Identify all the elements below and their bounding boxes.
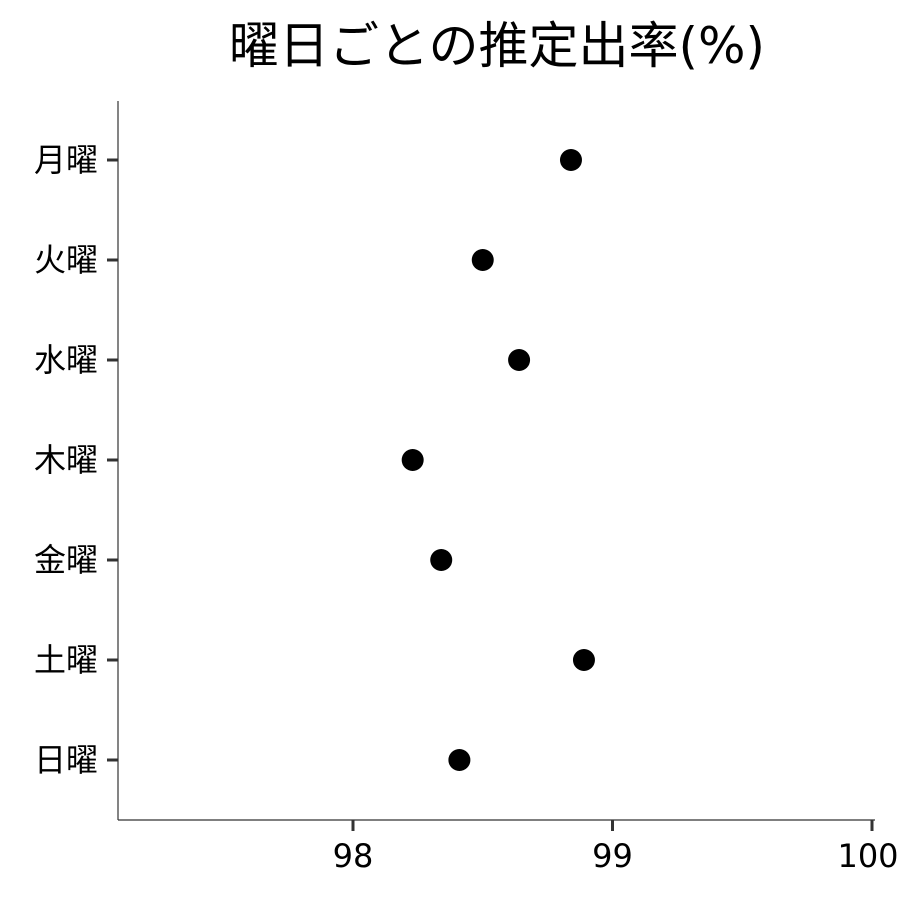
data-points	[401, 149, 595, 771]
data-point	[401, 449, 424, 471]
data-point	[559, 149, 582, 171]
data-point	[508, 349, 531, 371]
x-tick-label: 98	[333, 837, 374, 875]
y-tick-label: 金曜	[34, 541, 98, 579]
x-axis-ticks: 98 99 100	[333, 820, 899, 875]
y-tick-label: 火曜	[34, 241, 98, 279]
data-point	[471, 249, 494, 271]
y-tick-label: 木曜	[34, 441, 98, 479]
y-tick-label: 土曜	[34, 641, 98, 679]
chart-title: 曜日ごとの推定出率(%)	[229, 17, 765, 75]
y-tick-label: 月曜	[34, 141, 98, 179]
y-tick-label: 日曜	[34, 741, 98, 779]
data-point	[448, 749, 471, 771]
data-point	[572, 649, 595, 671]
x-tick-label: 99	[592, 837, 633, 875]
data-point	[430, 549, 453, 571]
x-tick-label: 100	[837, 837, 898, 875]
y-tick-label: 水曜	[34, 341, 98, 379]
